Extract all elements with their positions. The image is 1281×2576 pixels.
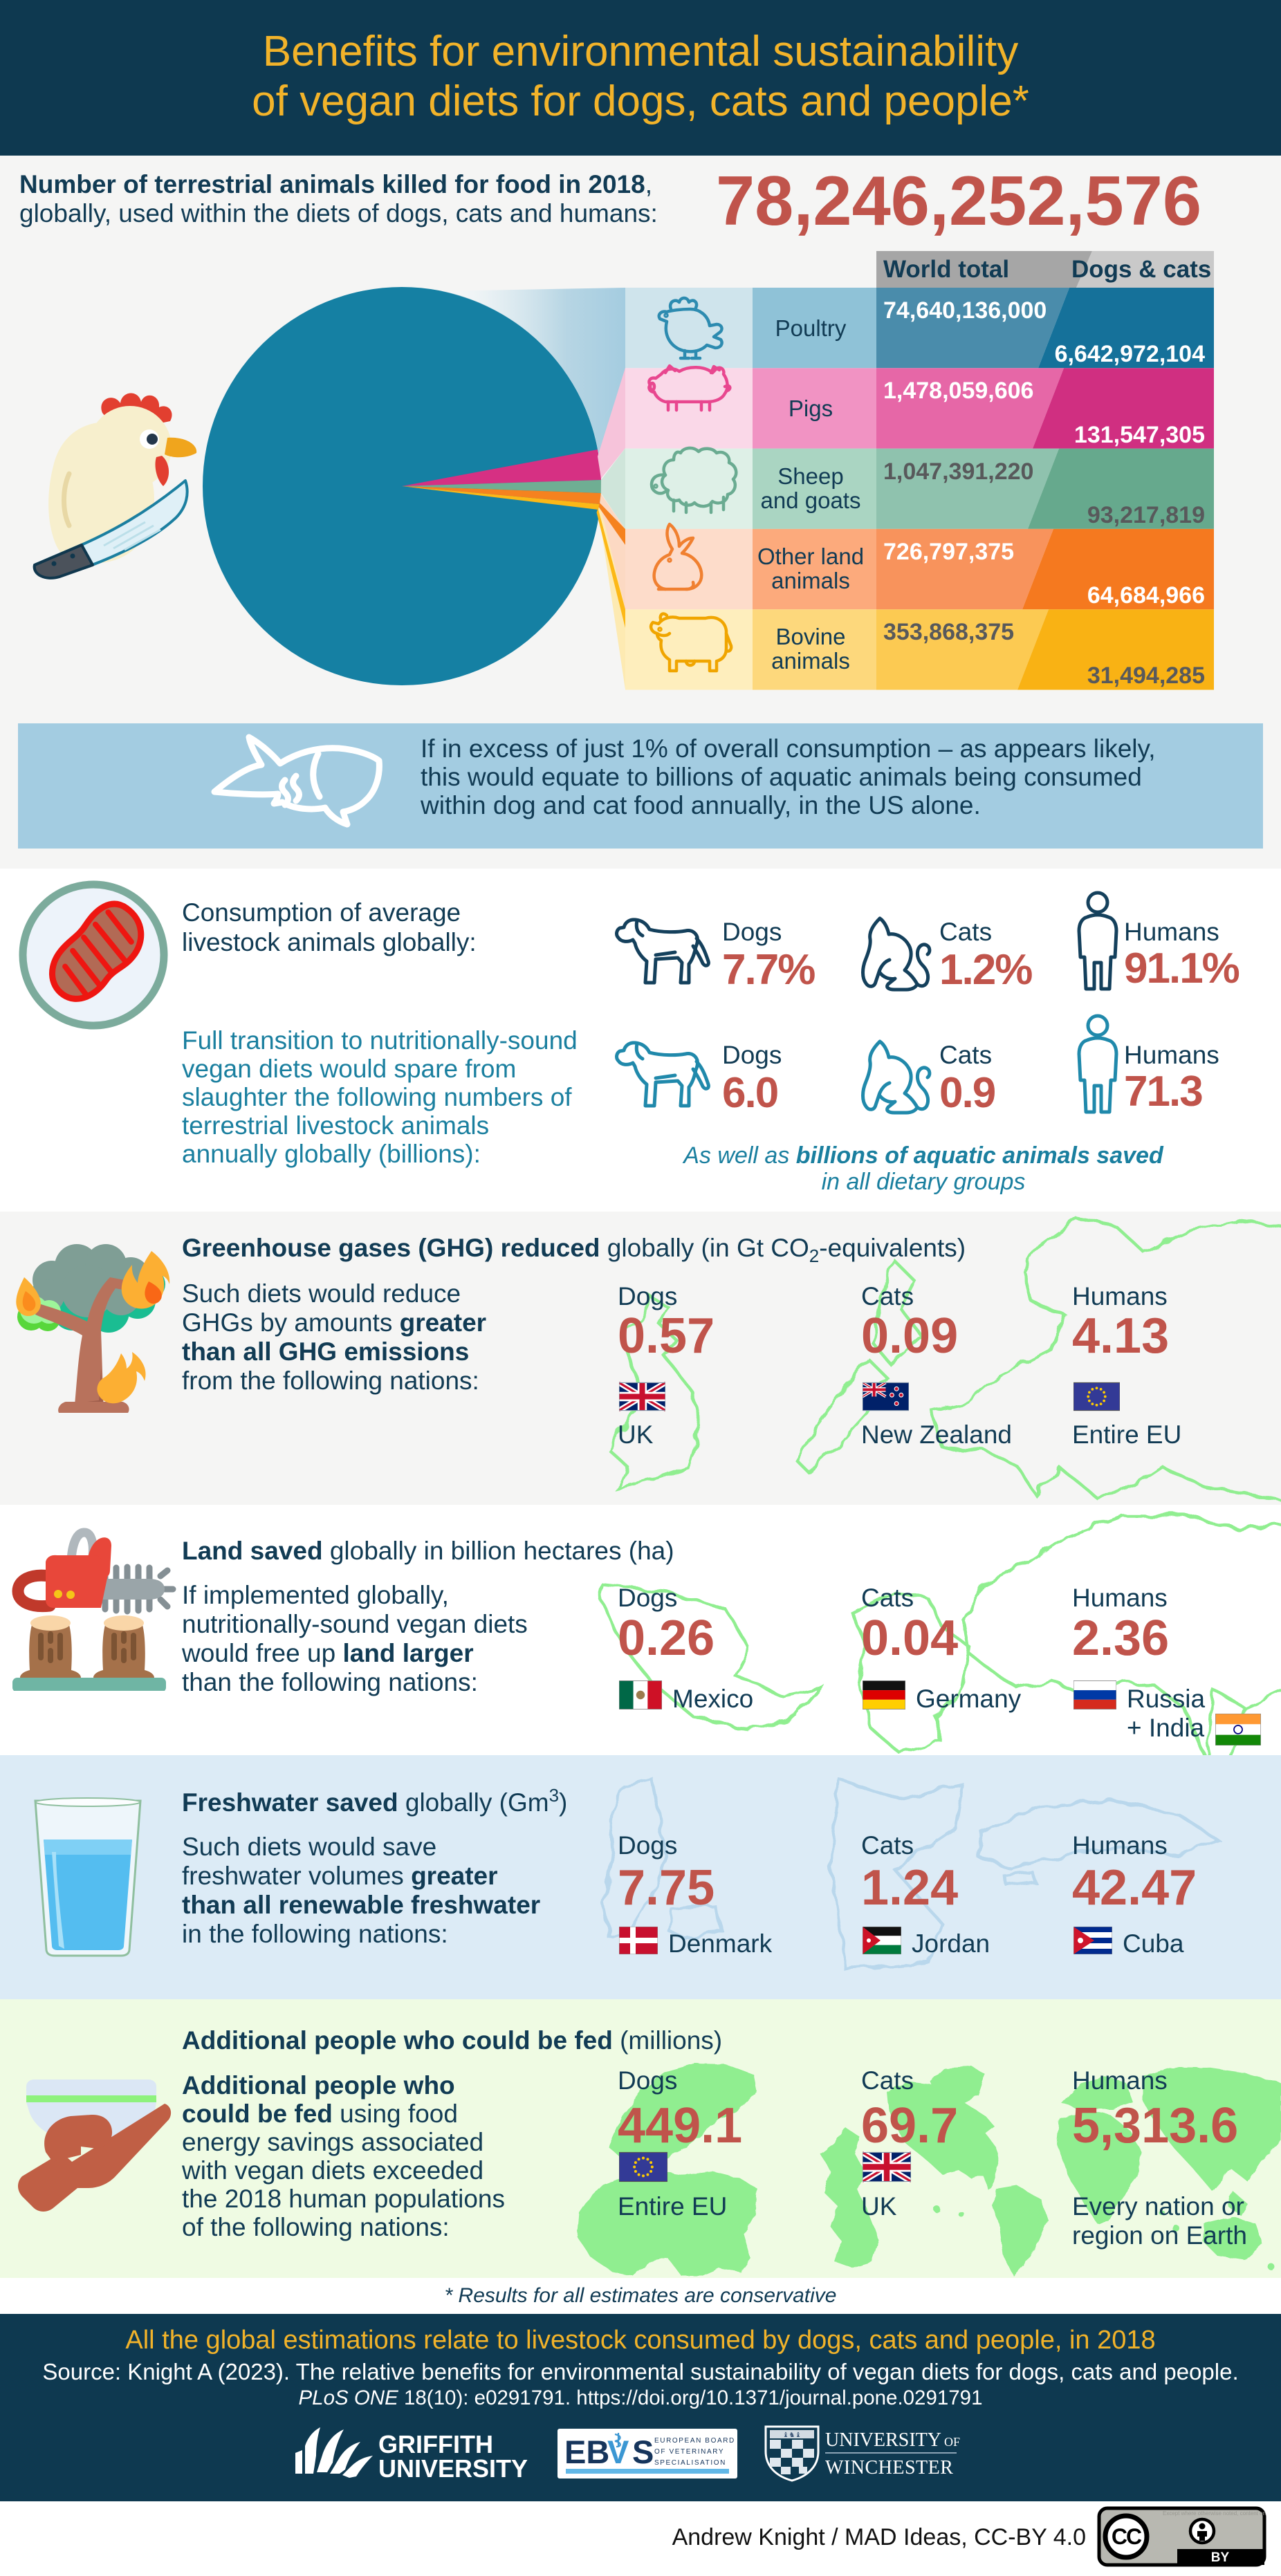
svg-text:Sheep: Sheep xyxy=(777,463,843,489)
svg-text:93,217,819: 93,217,819 xyxy=(1087,502,1205,528)
svg-text:CC: CC xyxy=(1112,2524,1142,2549)
svg-text:1,478,059,606: 1,478,059,606 xyxy=(883,378,1033,404)
svg-text:SPECIALISATION: SPECIALISATION xyxy=(654,2459,726,2467)
svg-text:EB: EB xyxy=(564,2434,609,2470)
svg-text:UNIVERSITY: UNIVERSITY xyxy=(378,2454,528,2481)
svg-text:Dogs & cats: Dogs & cats xyxy=(1071,256,1211,283)
svg-text:Except where otherwise noted,: Except where otherwise noted, content on… xyxy=(1163,2510,1266,2517)
svg-text:31,494,285: 31,494,285 xyxy=(1087,662,1205,689)
svg-text:World total: World total xyxy=(883,256,1009,283)
svg-text:Poultry: Poultry xyxy=(775,315,847,341)
svg-text:353,868,375: 353,868,375 xyxy=(883,619,1014,645)
svg-text:Bovine: Bovine xyxy=(776,624,846,649)
svg-text:WINCHESTER: WINCHESTER xyxy=(825,2457,953,2478)
svg-text:animals: animals xyxy=(771,648,850,674)
svg-text:OF: OF xyxy=(944,2435,960,2449)
svg-text:64,684,966: 64,684,966 xyxy=(1087,582,1205,609)
svg-text:UNIVERSITY: UNIVERSITY xyxy=(825,2429,941,2451)
svg-text:74,640,136,000: 74,640,136,000 xyxy=(883,297,1047,324)
svg-text:131,547,305: 131,547,305 xyxy=(1074,422,1205,448)
svg-text:Other land: Other land xyxy=(757,544,864,569)
svg-text:and goats: and goats xyxy=(761,488,861,513)
svg-text:1,047,391,220: 1,047,391,220 xyxy=(883,458,1033,485)
svg-text:S: S xyxy=(632,2434,654,2470)
svg-text:GRIFFITH: GRIFFITH xyxy=(378,2430,493,2458)
svg-text:EUROPEAN BOARD: EUROPEAN BOARD xyxy=(654,2437,735,2445)
svg-text:animals: animals xyxy=(771,568,850,593)
svg-text:BY: BY xyxy=(1211,2550,1230,2565)
svg-text:726,797,375: 726,797,375 xyxy=(883,539,1014,565)
svg-text:OF VETERINARY: OF VETERINARY xyxy=(654,2448,724,2456)
svg-text:♝♞♝: ♝♞♝ xyxy=(783,2431,802,2439)
svg-text:6,642,972,104: 6,642,972,104 xyxy=(1055,341,1206,367)
svg-text:Pigs: Pigs xyxy=(789,396,833,421)
